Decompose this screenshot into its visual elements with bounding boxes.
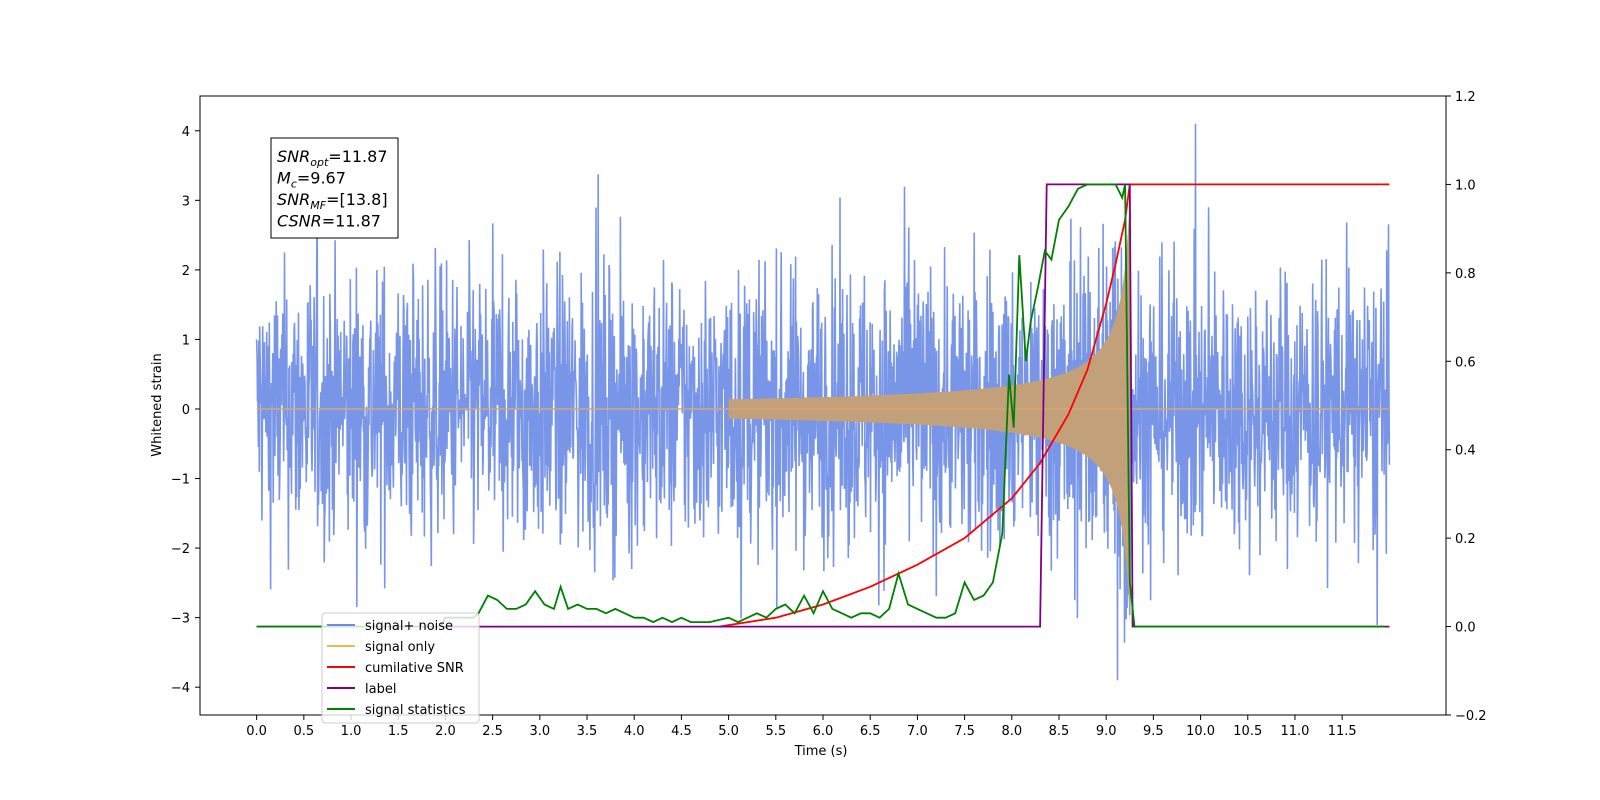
x-tick-label: 8.0: [1001, 724, 1022, 739]
y2-tick-label: 0.0: [1455, 621, 1476, 636]
y-tick-label: −2: [171, 542, 190, 557]
legend-frame: [321, 612, 480, 724]
x-tick-label: 4.5: [671, 724, 692, 739]
info-line: Mc=9.67: [277, 169, 346, 191]
x-tick-label: 9.0: [1096, 724, 1117, 739]
y-tick-label: −4: [171, 681, 190, 696]
y2-tick-label: 1.2: [1455, 90, 1476, 105]
x-tick-label: 8.5: [1049, 724, 1070, 739]
y2-tick-label: 0.8: [1455, 267, 1476, 282]
x-tick-label: 11.5: [1328, 724, 1357, 739]
legend-label: signal only: [365, 640, 435, 655]
y-tick-label: 4: [182, 125, 190, 140]
y-tick-label: 3: [182, 194, 190, 209]
x-tick-label: 1.5: [388, 724, 409, 739]
info-line: SNRopt=11.87: [277, 147, 388, 169]
axes-layer: 0.0 0.5 1.0 1.5 2.0 2.5 3.0 3.5 4.0 4.5 5.0 5.5 6.0 6…: [171, 90, 1487, 739]
x-tick-label: 3.5: [577, 724, 598, 739]
x-tick-label: 6.0: [813, 724, 834, 739]
legend-label: label: [365, 682, 396, 697]
y-axis-label: Whitened strain: [150, 353, 165, 456]
x-tick-label: 6.5: [860, 724, 881, 739]
legend: signal+ noise signal only cumilative SNR la…: [321, 612, 480, 724]
x-tick-label: 10.5: [1233, 724, 1262, 739]
y2-tick-label: 0.6: [1455, 355, 1476, 370]
x-tick-label: 5.5: [765, 724, 786, 739]
y2-tick-label: 0.2: [1455, 532, 1476, 547]
x-tick-label: 2.5: [482, 724, 503, 739]
x-tick-label: 7.5: [954, 724, 975, 739]
x-tick-label: 10.0: [1186, 724, 1215, 739]
info-line: CSNR=11.87: [277, 212, 381, 231]
plot-layer: [255, 123, 1391, 681]
x-axis-label: Time (s): [794, 744, 848, 759]
x-tick-label: 4.0: [624, 724, 645, 739]
x-tick-label: 7.0: [907, 724, 928, 739]
x-tick-label: 2.0: [435, 724, 456, 739]
series-cumulative-snr: [719, 183, 1390, 628]
info-box-frame: [270, 137, 399, 239]
x-tick-label: 5.0: [718, 724, 739, 739]
series-signal-statistics: [256, 183, 1385, 628]
series-signal-noise: [255, 123, 1391, 681]
legend-label: cumilative SNR: [365, 661, 464, 676]
y2-tick-label: 1.0: [1455, 178, 1476, 193]
y-tick-label: 1: [182, 333, 190, 348]
y2-tick-label: 0.4: [1455, 444, 1476, 459]
info-box: SNRopt=11.87Mc=9.67SNRMF=[13.8]CSNR=11.8…: [270, 137, 399, 239]
x-tick-label: 0.0: [246, 724, 267, 739]
x-tick-label: 11.0: [1280, 724, 1309, 739]
x-tick-label: 1.0: [341, 724, 362, 739]
y-tick-label: −1: [171, 473, 190, 488]
legend-label: signal statistics: [365, 703, 466, 718]
x-tick-label: 0.5: [293, 724, 314, 739]
y-tick-label: −3: [171, 612, 190, 627]
y2-tick-label: −0.2: [1455, 709, 1487, 724]
y-tick-label: 2: [182, 264, 190, 279]
legend-label: signal+ noise: [365, 619, 453, 634]
info-line: SNRMF=[13.8]: [277, 190, 388, 212]
x-tick-label: 3.0: [529, 724, 550, 739]
x-tick-label: 9.5: [1143, 724, 1164, 739]
y-tick-label: 0: [182, 403, 190, 418]
